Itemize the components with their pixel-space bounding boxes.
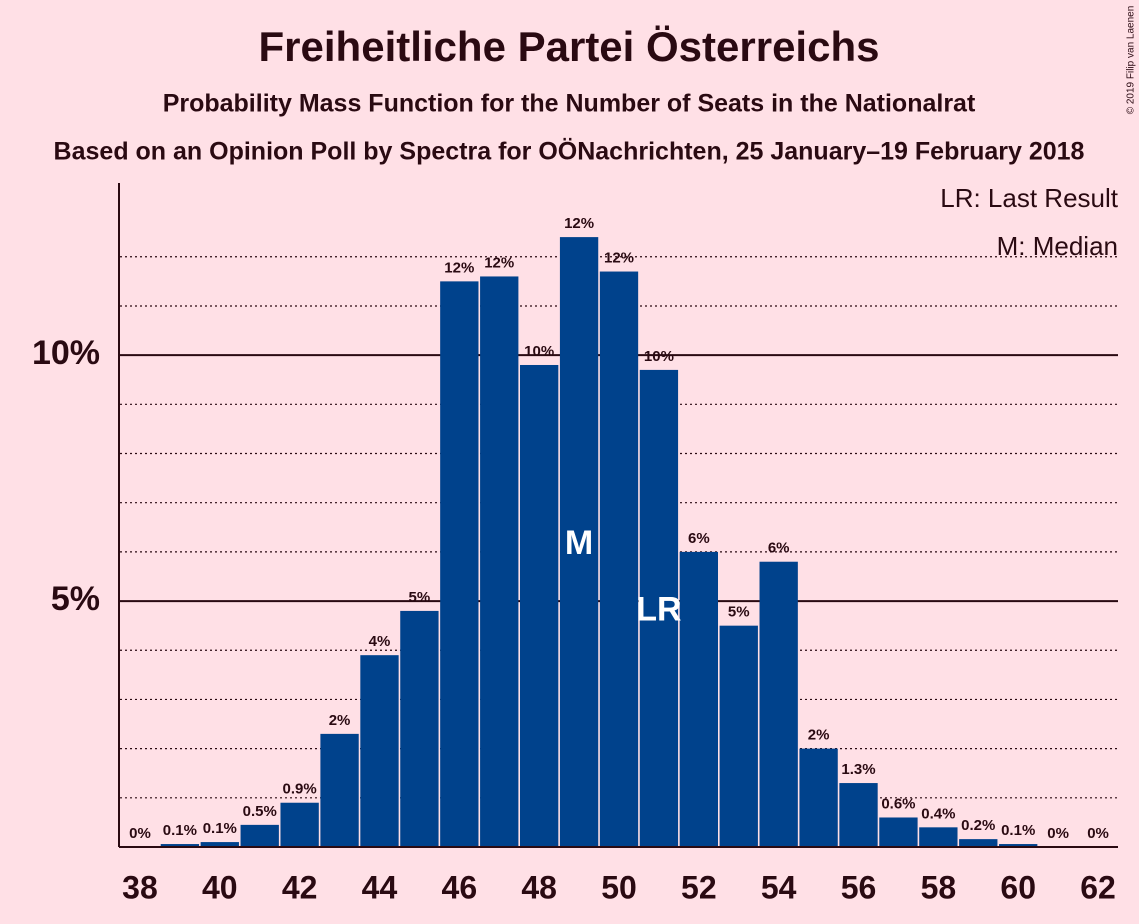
value-label: 1.3% [841, 761, 875, 778]
x-tick-label: 44 [362, 869, 398, 905]
chart-title: Freiheitliche Partei Österreichs [259, 23, 880, 70]
value-label: 0% [129, 825, 151, 842]
x-tick-label: 60 [1000, 869, 1036, 905]
bar [759, 561, 798, 847]
annotation: M [565, 524, 593, 562]
value-label: 5% [728, 604, 750, 621]
bar [400, 610, 439, 847]
x-tick-label: 50 [601, 869, 637, 905]
bar [440, 281, 479, 847]
value-label: 12% [564, 215, 594, 232]
value-label: 2% [329, 712, 351, 729]
legend-note: LR: Last Result [940, 183, 1119, 213]
bar [919, 827, 958, 847]
legend-note: M: Median [997, 231, 1118, 261]
bar [959, 839, 998, 847]
bar [599, 271, 639, 847]
bar [839, 783, 878, 847]
bar [559, 237, 599, 847]
y-tick-label: 10% [32, 334, 100, 372]
x-tick-label: 54 [761, 869, 797, 905]
x-tick-label: 38 [122, 869, 158, 905]
value-label: 0.1% [163, 822, 197, 839]
x-tick-label: 42 [282, 869, 318, 905]
value-label: 2% [808, 727, 830, 744]
bar [240, 824, 279, 847]
chart-subtitle: Probability Mass Function for the Number… [163, 90, 976, 118]
value-label: 12% [484, 254, 514, 271]
x-tick-label: 58 [921, 869, 957, 905]
bar [200, 842, 239, 847]
bar [719, 625, 758, 847]
value-label: 10% [644, 348, 674, 365]
bar [519, 364, 559, 847]
copyright: © 2019 Filip van Laenen [1126, 6, 1137, 115]
x-tick-label: 46 [442, 869, 478, 905]
bar [280, 802, 319, 847]
value-label: 0.6% [881, 795, 915, 812]
value-label: 0.5% [243, 803, 277, 820]
bar [879, 817, 918, 847]
value-label: 5% [409, 589, 431, 606]
x-tick-label: 52 [681, 869, 717, 905]
value-label: 0.1% [203, 820, 237, 837]
x-tick-label: 48 [521, 869, 557, 905]
bar [160, 844, 200, 847]
value-label: 0% [1087, 825, 1109, 842]
bar [679, 551, 719, 847]
value-label: 4% [369, 633, 391, 650]
bar [480, 276, 519, 847]
value-label: 10% [524, 343, 554, 360]
annotation: LR [636, 590, 681, 628]
value-label: 12% [604, 250, 634, 267]
value-label: 0.2% [961, 817, 995, 834]
chart-subtitle: Based on an Opinion Poll by Spectra for … [54, 137, 1085, 166]
x-tick-label: 62 [1080, 869, 1116, 905]
x-tick-label: 56 [841, 869, 877, 905]
value-label: 0.4% [921, 805, 955, 822]
value-label: 0.1% [1001, 822, 1035, 839]
bar [320, 733, 359, 847]
bar [999, 844, 1038, 847]
value-label: 0% [1047, 825, 1069, 842]
value-label: 6% [768, 540, 790, 557]
bar [639, 369, 679, 847]
value-label: 6% [688, 530, 710, 547]
x-tick-label: 40 [202, 869, 238, 905]
value-label: 0.9% [283, 781, 317, 798]
value-label: 12% [444, 259, 474, 276]
bar [799, 748, 838, 847]
bar [360, 655, 399, 847]
y-tick-label: 5% [51, 580, 100, 618]
